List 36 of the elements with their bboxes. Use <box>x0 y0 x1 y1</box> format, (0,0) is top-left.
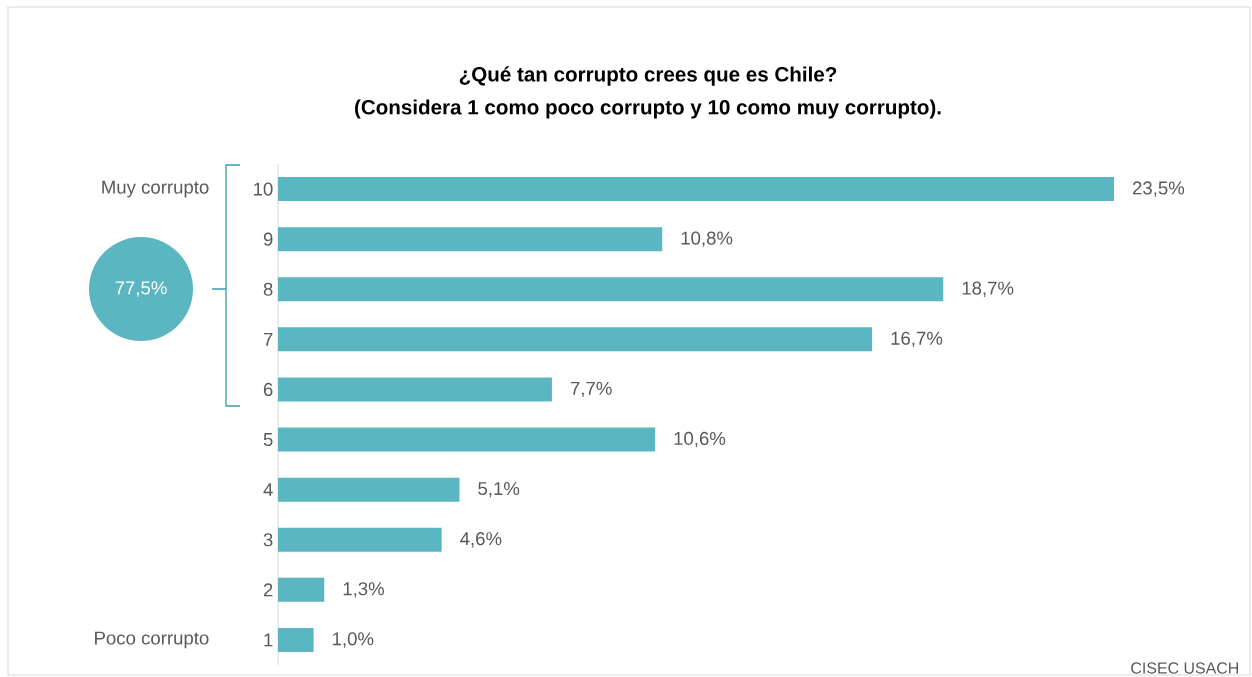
data-label: 1,3% <box>343 582 385 598</box>
data-label: 7,7% <box>570 381 612 398</box>
text: CISEC USACH <box>1131 662 1238 674</box>
y-tick-label: 2 <box>263 583 273 597</box>
data-label: 10,6% <box>674 431 726 448</box>
bar <box>278 427 656 452</box>
bar <box>278 527 442 552</box>
y-tick-label: 9 <box>263 232 273 246</box>
bar <box>278 177 1115 202</box>
text: 77,5% <box>115 281 167 297</box>
y-tick-label: 3 <box>263 533 273 547</box>
data-label: 1,0% <box>333 632 374 648</box>
data-label: 18,7% <box>962 281 1014 297</box>
data-label: 4,6% <box>460 532 502 548</box>
bar <box>278 627 314 652</box>
text: Muy corrupto <box>102 180 209 198</box>
y-tick-label: 7 <box>263 332 273 346</box>
bar <box>278 377 552 402</box>
y-tick-label: 8 <box>263 282 273 296</box>
bar <box>278 577 325 602</box>
bar <box>278 477 460 502</box>
y-tick-label: 5 <box>263 433 273 447</box>
data-label: 23,5% <box>1132 181 1185 197</box>
y-tick-label: 10 <box>254 182 273 196</box>
chart-subtitle: (Considera 1 como poco corrupto y 10 como muy corrupto). <box>355 99 941 119</box>
y-tick-label: 1 <box>264 633 273 647</box>
bar <box>278 227 663 252</box>
data-label: 10,8% <box>681 231 733 247</box>
bar <box>278 277 944 302</box>
data-label: 16,7% <box>891 331 943 348</box>
y-tick-label: 4 <box>263 483 273 497</box>
y-tick-label: 6 <box>263 382 273 397</box>
text: Poco corrupto <box>95 631 209 649</box>
data-label: 5,1% <box>478 482 520 498</box>
bar <box>278 327 873 352</box>
chart-title: ¿Qué tan corrupto crees que es Chile? <box>459 66 837 86</box>
